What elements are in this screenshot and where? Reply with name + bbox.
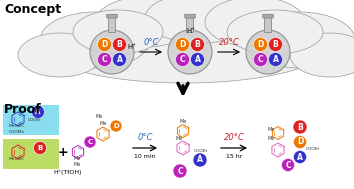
Circle shape: [293, 136, 307, 149]
Text: 20°C: 20°C: [218, 38, 239, 47]
Circle shape: [32, 105, 45, 119]
Text: +: +: [58, 146, 68, 160]
Circle shape: [113, 53, 126, 67]
Circle shape: [90, 30, 134, 74]
Text: C: C: [102, 55, 107, 64]
Ellipse shape: [145, 0, 255, 43]
FancyBboxPatch shape: [264, 17, 272, 33]
Ellipse shape: [290, 33, 354, 77]
Circle shape: [268, 53, 282, 67]
Text: A: A: [297, 153, 303, 161]
Text: B: B: [38, 145, 42, 151]
Text: D: D: [297, 138, 303, 146]
Text: COOEt: COOEt: [28, 118, 42, 122]
FancyBboxPatch shape: [3, 105, 59, 135]
Text: 0°C: 0°C: [143, 38, 159, 47]
Text: B: B: [195, 40, 200, 49]
Text: H⁺(TfOH): H⁺(TfOH): [54, 170, 82, 175]
Text: Me: Me: [180, 119, 187, 124]
Circle shape: [190, 53, 205, 67]
Text: 15 hr: 15 hr: [226, 154, 242, 159]
Circle shape: [97, 53, 112, 67]
Text: D: D: [113, 123, 119, 129]
Circle shape: [173, 164, 187, 178]
Text: Me: Me: [268, 136, 275, 141]
Text: 10 min: 10 min: [134, 154, 156, 159]
Text: Me: Me: [74, 162, 81, 167]
Circle shape: [176, 53, 189, 67]
FancyBboxPatch shape: [187, 17, 194, 33]
Text: Me: Me: [268, 127, 275, 132]
Text: A: A: [273, 55, 279, 64]
Circle shape: [84, 136, 96, 148]
Text: Me: Me: [96, 114, 103, 119]
Text: A: A: [116, 55, 122, 64]
Text: Concept: Concept: [4, 3, 61, 16]
Ellipse shape: [40, 7, 330, 83]
Text: Proof: Proof: [4, 103, 42, 116]
Text: COOEt: COOEt: [194, 149, 208, 153]
Text: 20°C: 20°C: [224, 133, 245, 142]
Circle shape: [168, 30, 212, 74]
Circle shape: [110, 120, 122, 132]
Text: C: C: [180, 55, 185, 64]
Circle shape: [281, 159, 295, 171]
Ellipse shape: [205, 0, 305, 47]
Text: 0°C: 0°C: [137, 133, 153, 142]
Ellipse shape: [40, 12, 150, 68]
Text: D: D: [179, 40, 186, 49]
Text: A: A: [35, 109, 41, 115]
Text: MeOOC: MeOOC: [9, 124, 25, 128]
Text: A: A: [197, 156, 203, 164]
Circle shape: [190, 37, 205, 51]
Ellipse shape: [227, 10, 323, 54]
Text: COOMe: COOMe: [9, 130, 25, 134]
Circle shape: [113, 37, 126, 51]
Text: MeOOC: MeOOC: [9, 157, 25, 161]
Ellipse shape: [245, 12, 354, 68]
Ellipse shape: [95, 0, 195, 47]
Text: H⁺: H⁺: [127, 44, 136, 50]
Text: C: C: [177, 167, 183, 176]
Text: D: D: [257, 40, 264, 49]
FancyBboxPatch shape: [263, 14, 273, 18]
Text: C: C: [87, 139, 92, 145]
Text: H⁺: H⁺: [187, 28, 195, 34]
FancyBboxPatch shape: [108, 17, 115, 33]
Circle shape: [293, 120, 307, 134]
Circle shape: [268, 37, 282, 51]
Circle shape: [293, 150, 307, 163]
Text: C: C: [258, 55, 263, 64]
Text: A: A: [195, 55, 200, 64]
Circle shape: [34, 142, 46, 154]
Circle shape: [253, 53, 268, 67]
FancyBboxPatch shape: [107, 14, 117, 18]
Text: Me: Me: [175, 136, 182, 141]
Text: COOEt: COOEt: [306, 147, 320, 151]
Circle shape: [176, 37, 189, 51]
Text: Me: Me: [100, 121, 107, 126]
Circle shape: [97, 37, 112, 51]
Text: C: C: [285, 160, 291, 170]
Text: B: B: [297, 122, 303, 132]
Circle shape: [253, 37, 268, 51]
Text: B: B: [273, 40, 278, 49]
Text: B: B: [116, 40, 122, 49]
Ellipse shape: [18, 33, 102, 77]
Circle shape: [246, 30, 290, 74]
FancyBboxPatch shape: [3, 139, 59, 169]
Circle shape: [193, 153, 207, 167]
Text: Me: Me: [74, 156, 81, 161]
Ellipse shape: [73, 10, 163, 54]
FancyBboxPatch shape: [185, 14, 195, 18]
Text: D: D: [101, 40, 108, 49]
